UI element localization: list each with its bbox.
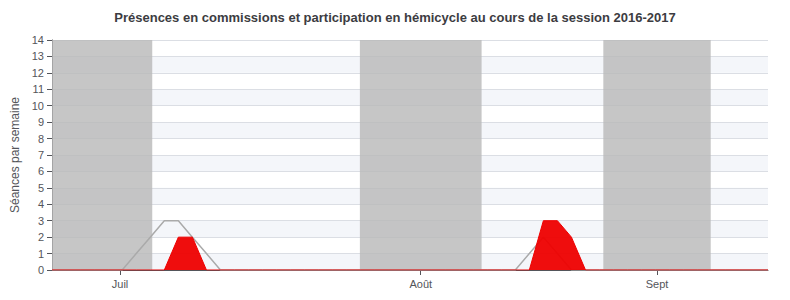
svg-text:8: 8 — [38, 133, 44, 145]
svg-text:14: 14 — [32, 34, 44, 46]
svg-text:11: 11 — [33, 83, 44, 95]
svg-text:6: 6 — [38, 165, 44, 177]
svg-text:Juil: Juil — [112, 278, 129, 290]
svg-text:Sept: Sept — [646, 278, 669, 290]
svg-text:5: 5 — [38, 182, 44, 194]
svg-text:Présences en commissions et pa: Présences en commissions et participatio… — [114, 10, 675, 25]
svg-text:0: 0 — [38, 264, 44, 276]
svg-text:Août: Août — [409, 278, 432, 290]
svg-text:1: 1 — [38, 248, 44, 260]
svg-text:3: 3 — [38, 215, 44, 227]
svg-text:Séances par semaine: Séances par semaine — [8, 97, 22, 213]
svg-text:7: 7 — [38, 149, 44, 161]
svg-text:9: 9 — [38, 116, 44, 128]
svg-text:4: 4 — [38, 198, 44, 210]
svg-text:2: 2 — [38, 231, 44, 243]
svg-text:12: 12 — [32, 67, 44, 79]
svg-text:10: 10 — [32, 100, 44, 112]
svg-text:13: 13 — [32, 50, 44, 62]
